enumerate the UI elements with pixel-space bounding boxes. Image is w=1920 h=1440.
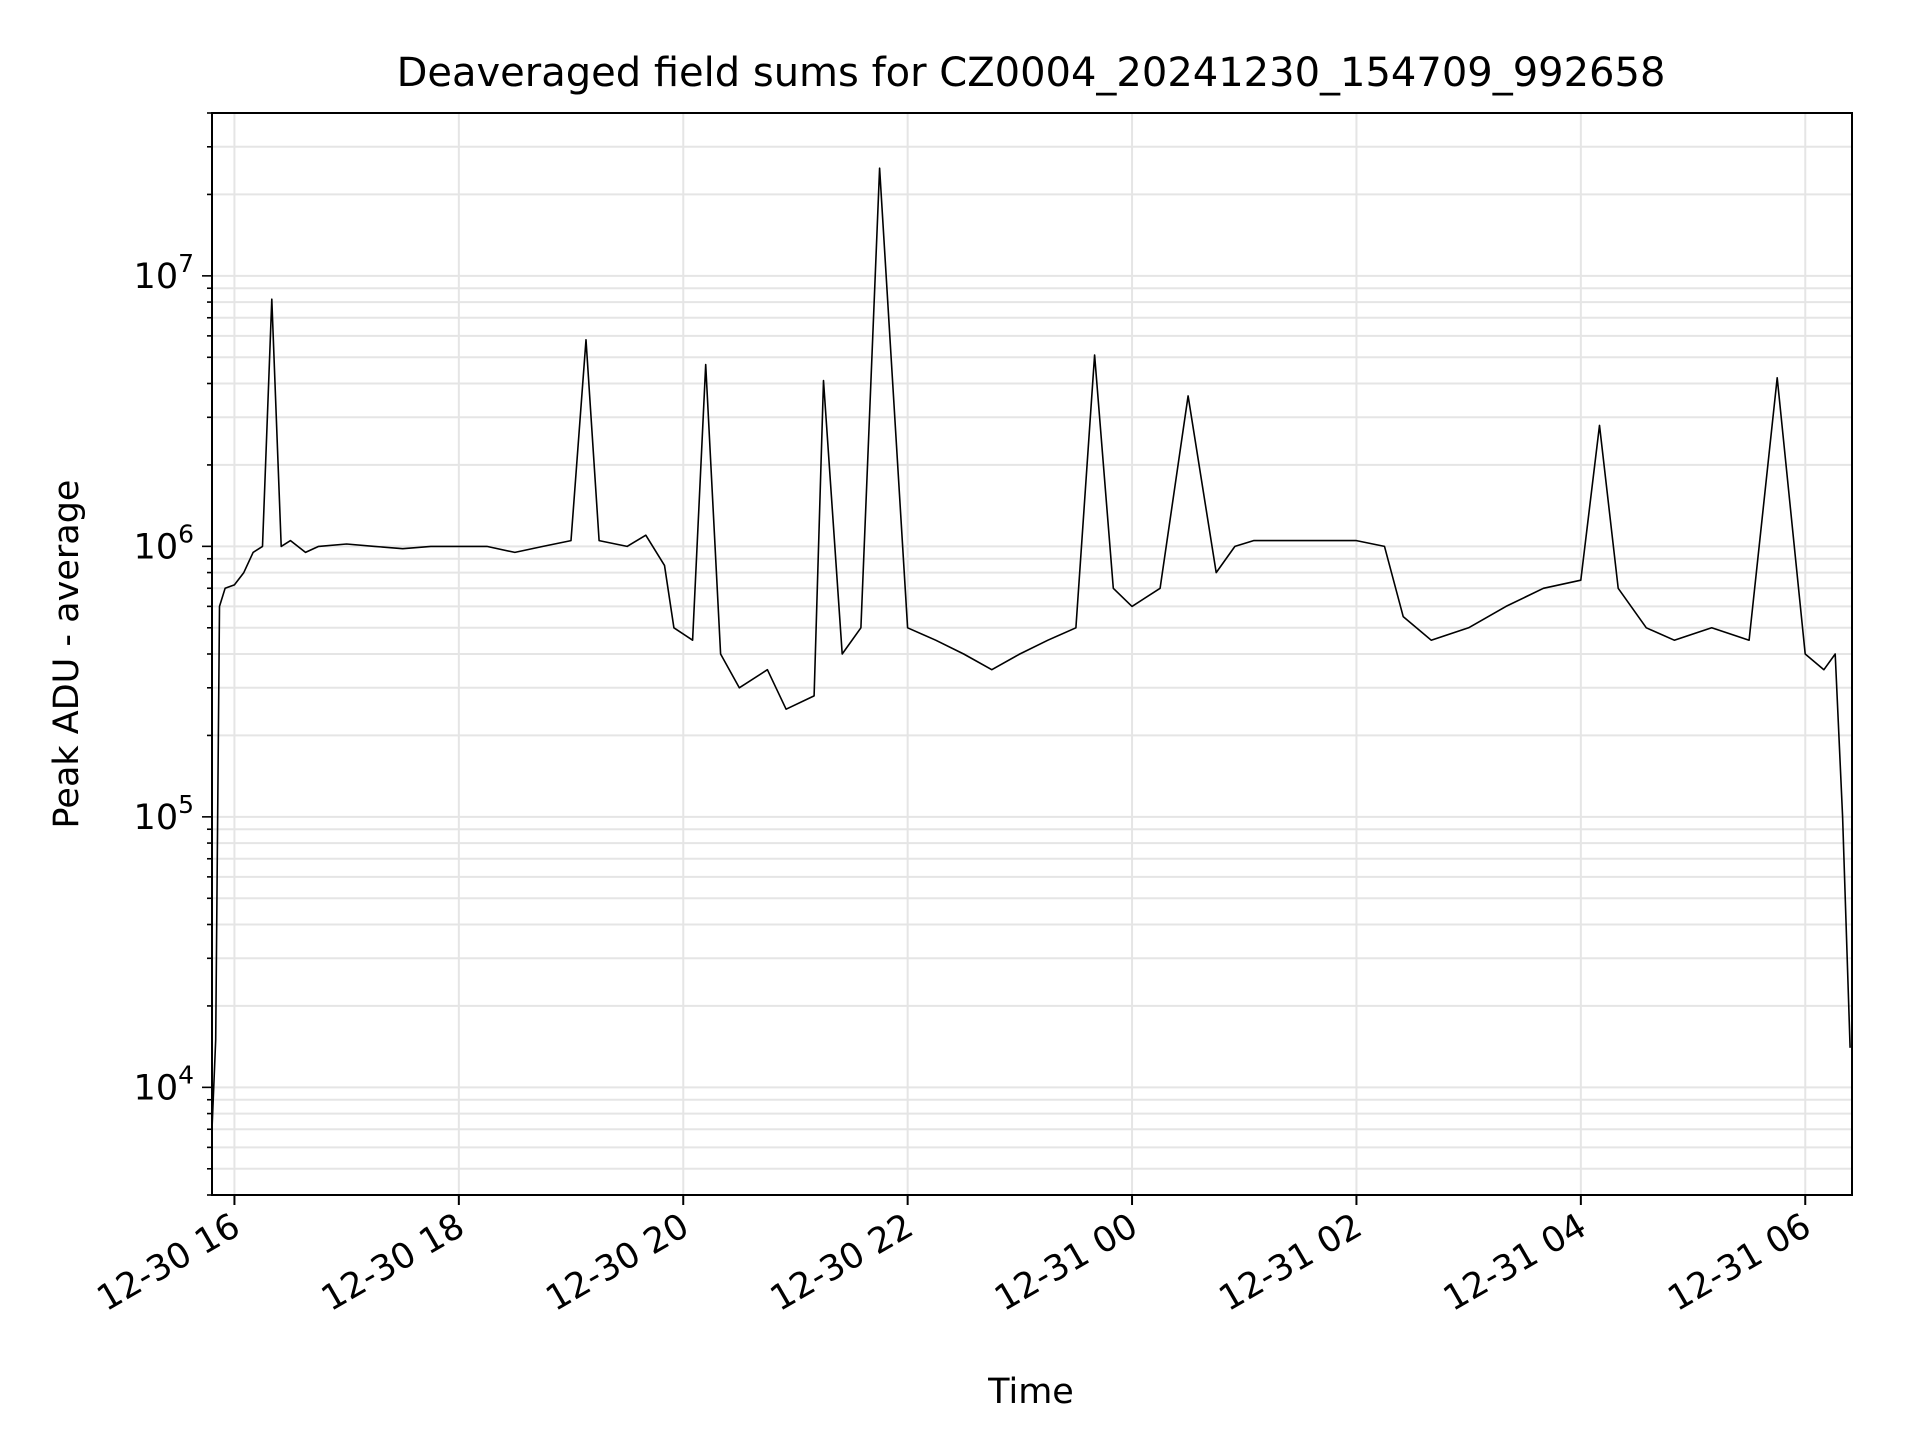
grid bbox=[212, 112, 1852, 1196]
y-tick-label: 106 bbox=[134, 519, 194, 567]
x-axis-label: Time bbox=[987, 1372, 1074, 1412]
y-axis-label: Peak ADU - average bbox=[47, 480, 87, 829]
y-tick-label: 105 bbox=[134, 790, 194, 838]
y-tick-label: 104 bbox=[134, 1060, 194, 1108]
y-tick-label: 107 bbox=[134, 249, 194, 297]
series-line bbox=[211, 167, 1851, 1130]
chart-title: Deaveraged field sums for CZ0004_2024123… bbox=[397, 50, 1666, 96]
y-axis: 104 105 106 107 bbox=[134, 112, 212, 1196]
series-line-group bbox=[211, 167, 1851, 1130]
